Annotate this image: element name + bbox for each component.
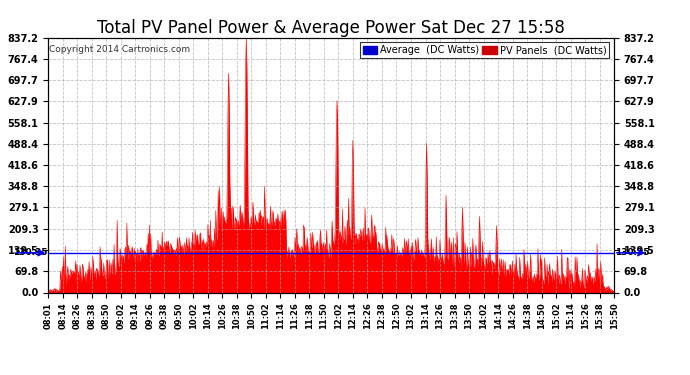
Text: 130.35: 130.35 — [13, 248, 48, 257]
Text: Copyright 2014 Cartronics.com: Copyright 2014 Cartronics.com — [49, 45, 190, 54]
Title: Total PV Panel Power & Average Power Sat Dec 27 15:58: Total PV Panel Power & Average Power Sat… — [97, 20, 565, 38]
Text: 130.35: 130.35 — [615, 248, 649, 257]
Legend: Average  (DC Watts), PV Panels  (DC Watts): Average (DC Watts), PV Panels (DC Watts) — [359, 42, 609, 58]
